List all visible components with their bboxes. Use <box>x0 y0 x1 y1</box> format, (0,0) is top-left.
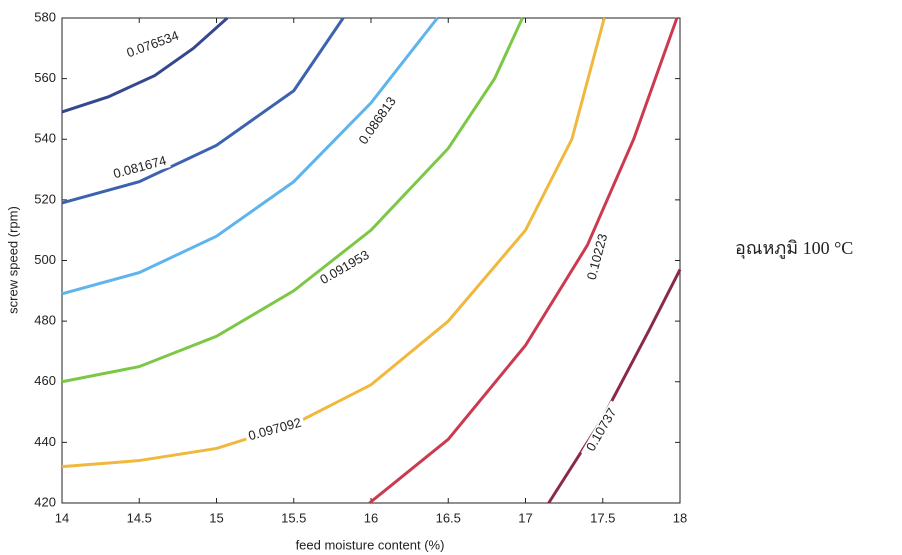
y-tick-label: 560 <box>34 70 56 85</box>
contour-label: 0.097092 <box>247 415 303 444</box>
x-axis-label: feed moisture content (%) <box>296 537 445 552</box>
label-bg <box>315 246 375 290</box>
y-tick-label: 480 <box>34 313 56 328</box>
y-axis-label: screw speed (rpm) <box>5 206 20 314</box>
x-tick-label: 16.5 <box>436 510 461 525</box>
x-tick-label: 15 <box>209 510 223 525</box>
contour-line <box>61 17 524 384</box>
contour-label: 0.10737 <box>583 405 619 453</box>
x-tick-label: 16 <box>364 510 378 525</box>
annotation: อุณหภูมิ 100 °C <box>735 238 853 259</box>
y-tick-label: 460 <box>34 373 56 388</box>
label-bg <box>109 153 171 183</box>
contour-label: 0.081674 <box>112 153 168 182</box>
label-bg <box>580 400 624 460</box>
contour-line <box>61 16 229 114</box>
y-tick-label: 520 <box>34 191 56 206</box>
contour-line <box>61 17 439 296</box>
contour-label: 0.086813 <box>355 94 398 147</box>
y-tick-label: 540 <box>34 131 56 146</box>
contour-line <box>61 17 345 205</box>
y-tick-label: 580 <box>34 9 56 24</box>
label-bg <box>122 28 184 62</box>
y-tick-label: 500 <box>34 252 56 267</box>
label-bg <box>244 415 306 445</box>
x-tick-label: 18 <box>673 510 687 525</box>
y-tick-label: 440 <box>34 434 56 449</box>
y-tick-label: 420 <box>34 494 56 509</box>
x-tick-label: 17 <box>518 510 532 525</box>
x-tick-label: 15.5 <box>281 510 306 525</box>
contour-line <box>61 17 606 469</box>
x-tick-label: 14 <box>55 510 69 525</box>
contour-line <box>368 17 679 505</box>
label-bg <box>583 226 613 288</box>
x-tick-label: 17.5 <box>590 510 615 525</box>
contour-label: 0.076534 <box>125 28 181 61</box>
contour-line <box>547 268 682 504</box>
contour-label: 0.10223 <box>584 232 611 281</box>
x-tick-label: 14.5 <box>127 510 152 525</box>
label-bg <box>355 92 401 150</box>
